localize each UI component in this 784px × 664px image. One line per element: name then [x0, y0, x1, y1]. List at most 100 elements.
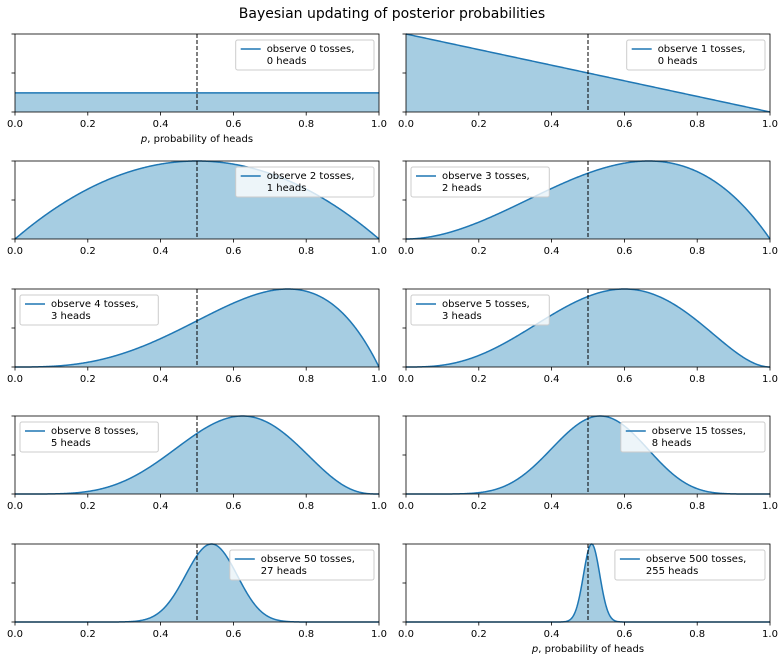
x-tick-label-5-0: 0.0 [398, 374, 414, 385]
subplot-8: 0.0 0.2 0.4 0.6 0.8 1.0 observe 50 tosses, 27 … [7, 543, 387, 640]
x-axis-label-0: p, probability of heads [140, 134, 253, 145]
x-tick-label-3-3: 0.6 [616, 246, 632, 257]
x-tick-label-6-5: 1.0 [371, 501, 387, 512]
x-tick-label-6-1: 0.2 [80, 501, 96, 512]
x-tick-label-1-2: 0.4 [544, 119, 560, 130]
x-tick-label-9-2: 0.4 [544, 629, 560, 640]
legend-box-6 [19, 421, 159, 453]
x-tick-label-1-1: 0.2 [471, 119, 487, 130]
legend-box-8 [229, 549, 375, 581]
legend-box-2 [235, 166, 375, 198]
x-tick-label-2-4: 0.8 [298, 246, 314, 257]
x-tick-label-6-4: 0.8 [298, 501, 314, 512]
legend-entry-7-1: 8 heads [652, 438, 692, 449]
posterior-line-6 [15, 415, 379, 495]
x-tick-label-8-1: 0.2 [80, 629, 96, 640]
x-tick-label-0-3: 0.6 [225, 119, 241, 130]
x-axis-label-9: p, probability of heads [531, 644, 644, 655]
x-tick-label-9-4: 0.8 [689, 629, 705, 640]
subplot-6: 0.0 0.2 0.4 0.6 0.8 1.0 observe 8 tosses, 5 he… [7, 415, 387, 512]
x-tick-label-7-3: 0.6 [616, 501, 632, 512]
legend-entry-7-0: observe 15 tosses, [652, 426, 746, 437]
legend-entry-4-0: observe 4 tosses, [51, 299, 139, 310]
x-tick-label-7-4: 0.8 [689, 501, 705, 512]
x-tick-label-9-0: 0.0 [398, 629, 414, 640]
legend-box-3 [410, 166, 550, 198]
legend-box-4 [19, 294, 159, 326]
legend-box-1 [626, 39, 766, 71]
legend-box-5 [410, 294, 550, 326]
x-tick-label-6-0: 0.0 [7, 501, 23, 512]
x-tick-label-4-5: 1.0 [371, 374, 387, 385]
x-tick-label-3-0: 0.0 [398, 246, 414, 257]
x-tick-label-3-4: 0.8 [689, 246, 705, 257]
x-tick-label-9-3: 0.6 [616, 629, 632, 640]
x-tick-label-6-3: 0.6 [225, 501, 241, 512]
x-tick-label-2-5: 1.0 [371, 246, 387, 257]
x-tick-label-5-1: 0.2 [471, 374, 487, 385]
x-tick-label-0-1: 0.2 [80, 119, 96, 130]
x-tick-label-2-1: 0.2 [80, 246, 96, 257]
legend-entry-3-1: 2 heads [442, 183, 482, 194]
legend-entry-2-1: 1 heads [267, 183, 307, 194]
x-tick-label-7-2: 0.4 [544, 501, 560, 512]
x-tick-label-4-0: 0.0 [7, 374, 23, 385]
x-tick-label-7-1: 0.2 [471, 501, 487, 512]
legend-box-9 [614, 549, 766, 581]
x-tick-label-1-5: 1.0 [762, 119, 778, 130]
x-tick-label-7-0: 0.0 [398, 501, 414, 512]
x-tick-label-8-2: 0.4 [153, 629, 169, 640]
x-tick-label-4-2: 0.4 [153, 374, 169, 385]
x-tick-label-0-5: 1.0 [371, 119, 387, 130]
x-tick-label-1-3: 0.6 [616, 119, 632, 130]
legend-entry-1-0: observe 1 tosses, [658, 44, 746, 55]
x-tick-label-2-3: 0.6 [225, 246, 241, 257]
x-tick-label-7-5: 1.0 [762, 501, 778, 512]
x-tick-label-8-4: 0.8 [298, 629, 314, 640]
x-tick-label-0-0: 0.0 [7, 119, 23, 130]
x-tick-label-8-3: 0.6 [225, 629, 241, 640]
x-tick-label-1-4: 0.8 [689, 119, 705, 130]
subplot-0: 0.0 0.2 0.4 0.6 0.8 1.0 p, probability of head… [7, 33, 387, 145]
legend-entry-8-0: observe 50 tosses, [261, 554, 355, 565]
subplot-7: 0.0 0.2 0.4 0.6 0.8 1.0 observe 15 tosses, 8 h… [398, 415, 778, 512]
x-tick-label-8-0: 0.0 [7, 629, 23, 640]
legend-entry-5-1: 3 heads [442, 311, 482, 322]
legend-entry-6-0: observe 8 tosses, [51, 426, 139, 437]
legend-entry-0-1: 0 heads [267, 56, 307, 67]
legend-entry-9-0: observe 500 tosses, [646, 554, 746, 565]
x-tick-label-3-5: 1.0 [762, 246, 778, 257]
figure-title: Bayesian updating of posterior probabili… [239, 6, 545, 22]
x-tick-label-5-3: 0.6 [616, 374, 632, 385]
x-tick-label-4-3: 0.6 [225, 374, 241, 385]
x-tick-label-4-4: 0.8 [298, 374, 314, 385]
x-tick-label-3-1: 0.2 [471, 246, 487, 257]
x-tick-label-2-2: 0.4 [153, 246, 169, 257]
legend-entry-6-1: 5 heads [51, 438, 91, 449]
legend-box-7 [620, 421, 766, 453]
x-tick-label-5-4: 0.8 [689, 374, 705, 385]
legend-entry-4-1: 3 heads [51, 311, 91, 322]
x-tick-label-5-2: 0.4 [544, 374, 560, 385]
legend-entry-2-0: observe 2 tosses, [267, 171, 355, 182]
x-tick-label-5-5: 1.0 [762, 374, 778, 385]
x-tick-label-0-2: 0.4 [153, 119, 169, 130]
subplot-9: 0.0 0.2 0.4 0.6 0.8 1.0 p, probability of head… [398, 543, 778, 655]
x-tick-label-3-2: 0.4 [544, 246, 560, 257]
x-tick-label-6-2: 0.4 [153, 501, 169, 512]
legend-entry-0-0: observe 0 tosses, [267, 44, 355, 55]
subplot-2: 0.0 0.2 0.4 0.6 0.8 1.0 observe 2 tosses, 1 he… [7, 160, 387, 257]
x-tick-label-9-5: 1.0 [762, 629, 778, 640]
legend-entry-8-1: 27 heads [261, 566, 307, 577]
subplot-3: 0.0 0.2 0.4 0.6 0.8 1.0 observe 3 tosses, 2 he… [398, 160, 778, 257]
x-tick-label-4-1: 0.2 [80, 374, 96, 385]
x-tick-label-8-5: 1.0 [371, 629, 387, 640]
subplot-5: 0.0 0.2 0.4 0.6 0.8 1.0 observe 5 tosses, 3 he… [398, 288, 778, 385]
x-tick-label-9-1: 0.2 [471, 629, 487, 640]
legend-entry-1-1: 0 heads [658, 56, 698, 67]
x-tick-label-0-4: 0.8 [298, 119, 314, 130]
legend-entry-9-1: 255 heads [646, 566, 698, 577]
subplot-1: 0.0 0.2 0.4 0.6 0.8 1.0 observe 1 tosses, 0 he… [398, 33, 778, 130]
x-tick-label-1-0: 0.0 [398, 119, 414, 130]
x-tick-label-2-0: 0.0 [7, 246, 23, 257]
